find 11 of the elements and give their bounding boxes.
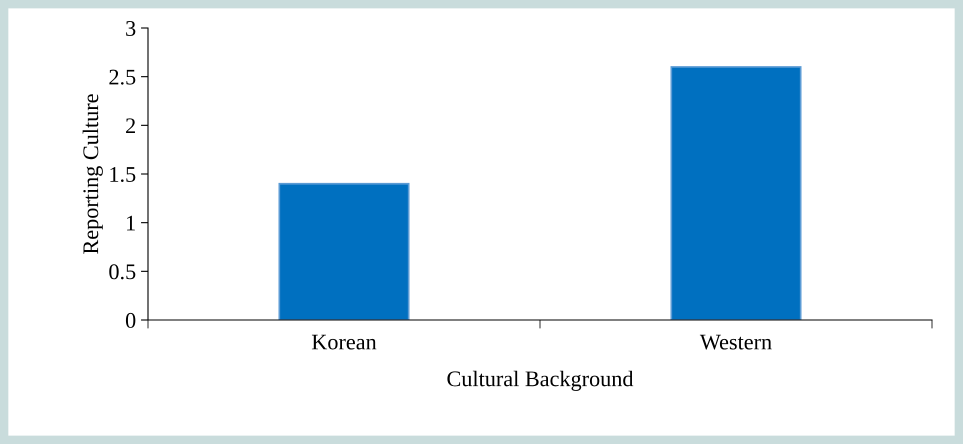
y-tick-label: 2 (126, 118, 135, 134)
x-tick-label: Western (700, 334, 772, 350)
y-axis-title: Reporting Culture (82, 94, 103, 254)
y-tick-label: 0 (126, 312, 136, 328)
x-tick-label: Korean (312, 334, 376, 350)
y-tick-label: 0.5 (109, 264, 136, 280)
y-tick-label: 2.5 (109, 70, 136, 85)
x-axis-title: Cultural Background (447, 370, 634, 391)
y-tick-label: 3 (126, 20, 136, 36)
y-tick-label: 1 (127, 216, 135, 230)
y-tick-label: 1.5 (110, 167, 136, 182)
